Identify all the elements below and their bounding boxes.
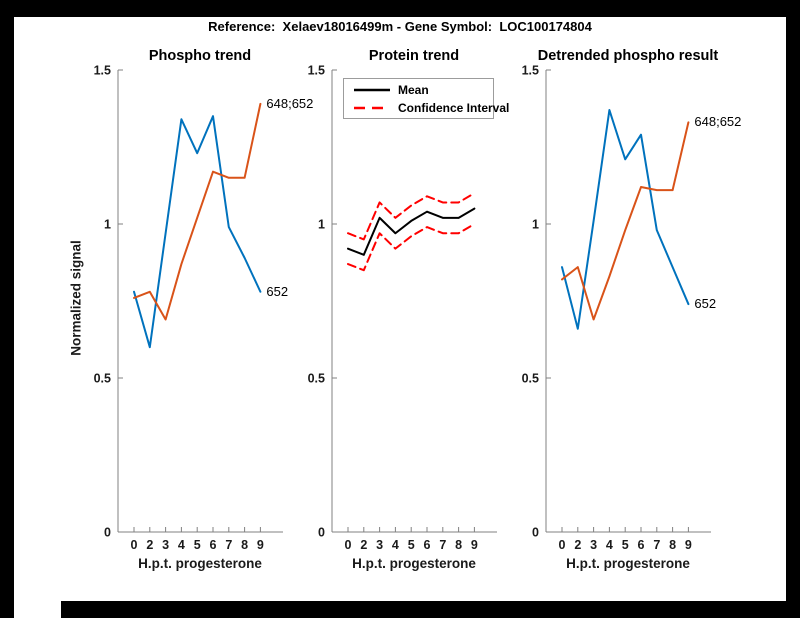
y-tick-label: 0 (318, 526, 325, 540)
subplot3-xaxis-label: H.p.t. progesterone (566, 556, 690, 571)
legend-label-mean: Mean (398, 82, 429, 97)
subplot2-title: Protein trend (368, 48, 460, 64)
legend-item-confidence-interval: Confidence Interval (353, 100, 509, 115)
series-line-652 (133, 115, 262, 349)
x-tick-label: 7 (225, 538, 232, 552)
x-tick-label: 8 (455, 538, 462, 552)
x-tick-label: 2 (146, 538, 153, 552)
x-tick-label: 9 (685, 538, 692, 552)
x-tick-label: 9 (471, 538, 478, 552)
x-tick-label: 6 (210, 538, 217, 552)
x-tick-label: 6 (638, 538, 645, 552)
subplot-2: 00.511.50 2 3 4 5 6 7 8 9 (308, 64, 497, 552)
figure-title: Reference: Xelaev18016499m - Gene Symbol… (208, 19, 592, 34)
x-tick-label: 5 (408, 538, 415, 552)
mean-line-sample (354, 88, 390, 91)
legend-label-confidence-interval: Confidence Interval (398, 100, 510, 115)
subplot-1: 00.511.50 2 3 4 5 6 7 8 9 (94, 64, 283, 552)
x-tick-label: 2 (360, 538, 367, 552)
x-tick-label: 6 (424, 538, 431, 552)
subplot1-xaxis-label: H.p.t. progesterone (138, 556, 262, 571)
subplot-3: 00.511.50 2 3 4 5 6 7 8 9 (522, 64, 711, 552)
series-line-648-652 (561, 121, 690, 321)
subplot2-xaxis-label: H.p.t. progesterone (352, 556, 476, 571)
y-tick-label: 1 (532, 218, 539, 232)
x-tick-label: 7 (439, 538, 446, 552)
y-tick-label: 0.5 (522, 372, 539, 386)
series-line-confidence-interval-lower (347, 223, 476, 272)
line-label-648-652: 648;652 (694, 114, 742, 130)
x-tick-label: 8 (669, 538, 676, 552)
confidence-interval-line-sample (354, 106, 390, 109)
y-tick-label: 0.5 (94, 372, 111, 386)
legend-item-mean: Mean (353, 82, 493, 97)
subplot1-title: Phospho trend (148, 48, 252, 64)
x-tick-label: 4 (178, 538, 185, 552)
y-tick-label: 1.5 (308, 64, 325, 78)
series-line-648-652 (133, 102, 262, 321)
subplot3-title: Detrended phospho result (537, 48, 719, 64)
x-tick-label: 9 (257, 538, 264, 552)
x-tick-label: 3 (590, 538, 597, 552)
series-line-mean (347, 207, 476, 256)
x-tick-label: 2 (574, 538, 581, 552)
y-tick-label: 0 (104, 526, 111, 540)
x-tick-label: 5 (194, 538, 201, 552)
x-tick-label: 4 (606, 538, 613, 552)
x-tick-label: 7 (653, 538, 660, 552)
y-tick-label: 1.5 (94, 64, 111, 78)
legend-box: Mean Confidence Interval (343, 78, 509, 119)
line-label-648-652: 648;652 (266, 95, 314, 111)
series-line-confidence-interval-upper (347, 192, 476, 241)
x-tick-label: 0 (345, 538, 352, 552)
line-label-652: 652 (266, 283, 289, 299)
x-tick-label: 4 (392, 538, 399, 552)
yaxis-label: Normalized signal (68, 240, 84, 356)
y-tick-label: 1 (318, 218, 325, 232)
y-tick-label: 0.5 (308, 372, 325, 386)
x-tick-label: 3 (376, 538, 383, 552)
x-tick-label: 0 (559, 538, 566, 552)
x-tick-label: 3 (162, 538, 169, 552)
y-tick-label: 1 (104, 218, 111, 232)
series-line-652 (561, 109, 690, 330)
x-tick-label: 5 (622, 538, 629, 552)
y-tick-label: 1.5 (522, 64, 539, 78)
line-label-652: 652 (694, 296, 717, 312)
screen-artifact (14, 600, 61, 618)
x-tick-label: 0 (131, 538, 138, 552)
y-tick-label: 0 (532, 526, 539, 540)
x-tick-label: 8 (241, 538, 248, 552)
